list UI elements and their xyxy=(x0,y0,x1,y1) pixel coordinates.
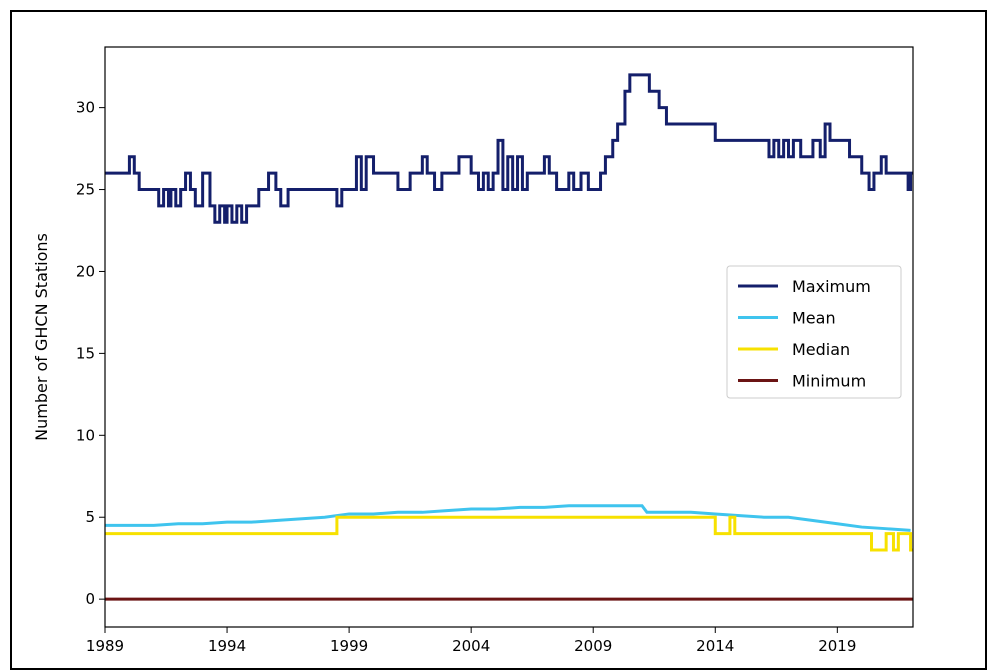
y-tick-label: 25 xyxy=(76,181,95,199)
series-line-mean xyxy=(105,504,911,532)
y-axis-label: Number of GHCN Stations xyxy=(32,233,51,441)
legend-label-mean: Mean xyxy=(792,309,836,328)
y-tick-label: 10 xyxy=(76,426,95,444)
x-axis: 1989 1994 1999 2004 2009 2014 2019 xyxy=(86,627,856,655)
x-tick-label: 2004 xyxy=(452,637,490,655)
series-line-median xyxy=(105,515,913,552)
y-tick-label: 0 xyxy=(85,590,95,608)
x-tick-label: 1994 xyxy=(208,637,246,655)
plot-area-border xyxy=(104,46,914,628)
x-tick-label: 2019 xyxy=(818,637,856,655)
x-tick-label: 2009 xyxy=(574,637,612,655)
legend-label-median: Median xyxy=(792,340,850,359)
y-tick-label: 20 xyxy=(76,262,95,280)
legend-label-maximum: Maximum xyxy=(792,277,871,296)
series-line-maximum xyxy=(105,73,913,224)
x-tick-label: 1999 xyxy=(330,637,368,655)
y-tick-label: 5 xyxy=(85,508,95,526)
legend-label-minimum: Minimum xyxy=(792,372,866,391)
legend-items: Maximum Mean Median Minimum xyxy=(738,277,871,391)
x-tick-label: 1989 xyxy=(86,637,124,655)
x-tick-label: 2014 xyxy=(696,637,734,655)
y-axis: 0 5 10 15 20 25 30 xyxy=(76,99,105,608)
y-tick-label: 15 xyxy=(76,344,95,362)
legend-box xyxy=(726,265,902,399)
legend: Maximum Mean Median Minimum xyxy=(726,265,902,399)
series-layer xyxy=(105,73,913,601)
y-tick-label: 30 xyxy=(76,99,95,117)
